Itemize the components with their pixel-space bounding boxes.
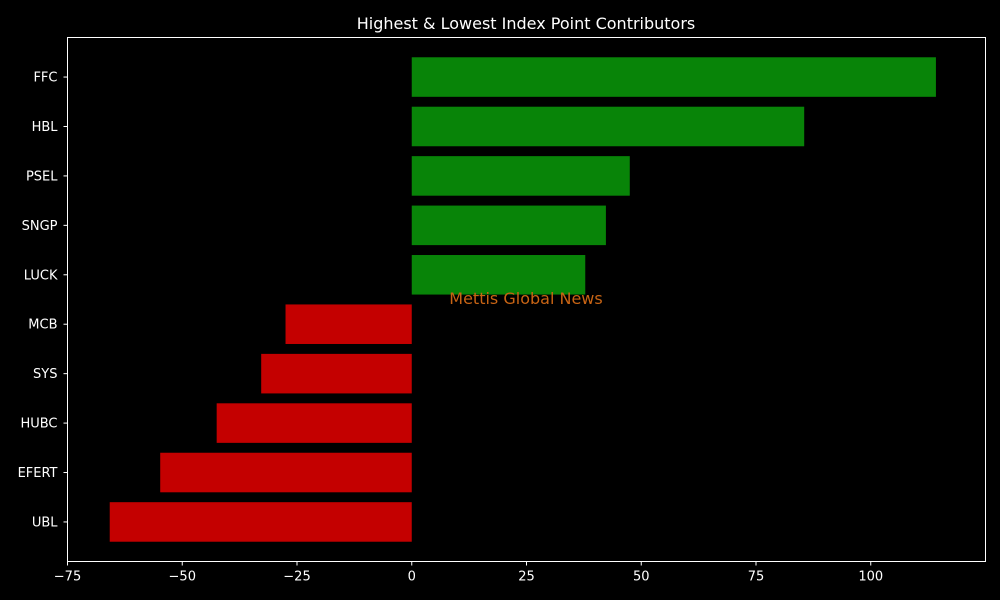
bar-psel [411, 156, 630, 196]
y-tick-label: MCB [28, 318, 57, 333]
y-tick-label: FFC [33, 71, 57, 86]
y-tick-label: SNGP [22, 219, 58, 234]
chart-title: Highest & Lowest Index Point Contributor… [357, 14, 696, 33]
x-tick-label: −75 [54, 570, 81, 585]
bar-sngp [411, 205, 606, 246]
x-tick-label: 25 [518, 570, 535, 585]
bar-mcb [285, 304, 412, 344]
bar-efert [160, 452, 412, 493]
watermark: Mettis Global News [449, 289, 602, 308]
bar-ffc [411, 57, 936, 97]
x-tick-label: −50 [169, 570, 196, 585]
y-tick-label: PSEL [26, 169, 58, 184]
bars-group [109, 57, 936, 542]
x-tick-label: 75 [748, 570, 765, 585]
y-tick-label: UBL [32, 515, 58, 530]
bar-sys [261, 353, 412, 394]
bar-ubl [109, 502, 412, 542]
y-tick-label: HUBC [20, 417, 57, 432]
y-tick-label: LUCK [24, 268, 58, 283]
x-axis: −75 −50 −25 0 25 50 75 100 [54, 561, 883, 585]
x-tick-label: 0 [408, 570, 416, 585]
y-tick-label: SYS [33, 367, 57, 382]
y-tick-label: EFERT [18, 466, 58, 481]
bar-hubc [216, 403, 412, 443]
x-tick-label: 100 [858, 570, 883, 585]
y-axis: FFC HBL PSEL SNGP LUCK MCB SYS HUBC EFERT UBL [18, 71, 68, 530]
x-tick-label: −25 [283, 570, 310, 585]
bar-hbl [411, 106, 805, 147]
plot-frame [67, 37, 986, 562]
y-tick-label: HBL [32, 120, 59, 135]
x-tick-label: 50 [633, 570, 650, 585]
bar-luck [411, 255, 586, 295]
